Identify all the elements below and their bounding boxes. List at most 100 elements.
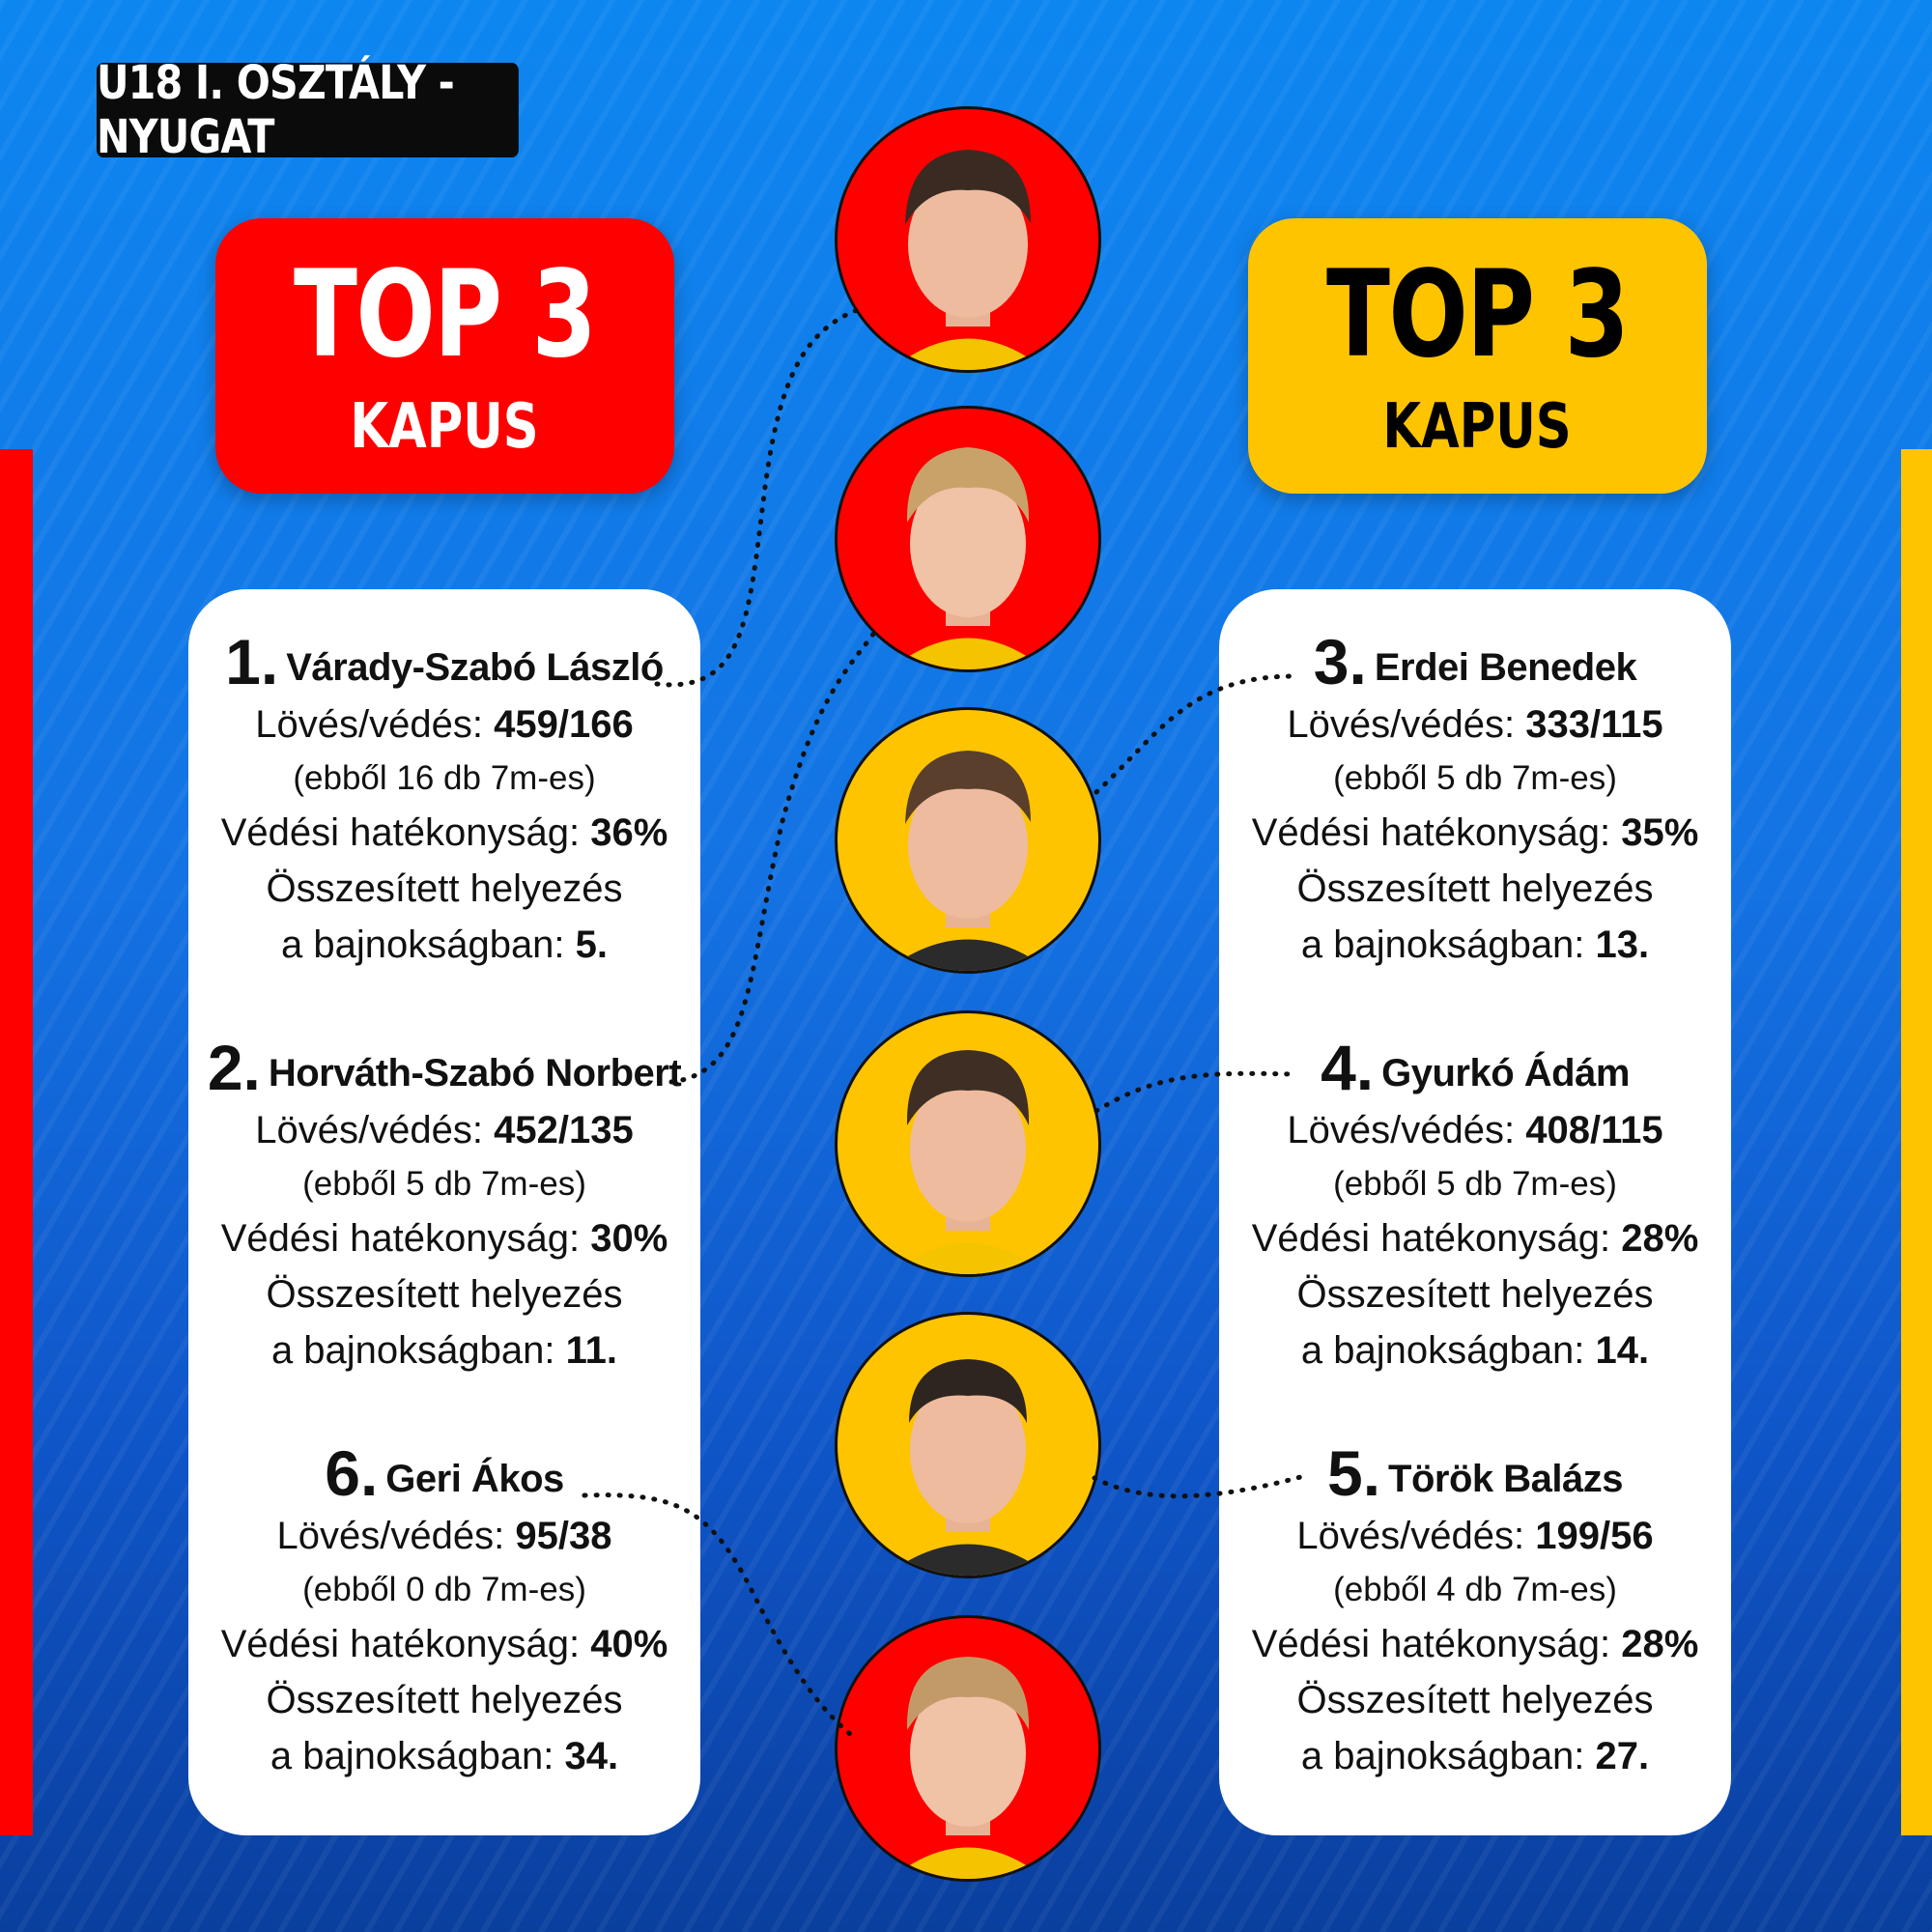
efficiency-label: Védési hatékonyság: [1251,1623,1611,1665]
player-heading: 4. Gyurkó Ádám [1219,1036,1731,1102]
placement-line: a bajnokságban: 5. [188,917,700,973]
shots-label: Lövés/védés: [1287,1109,1516,1151]
top3-subtitle: KAPUS [1382,390,1573,463]
placement-line: a bajnokságban: 34. [188,1728,700,1784]
placement-value: 27. [1595,1735,1650,1777]
shots-saves-line: Lövés/védés: 333/115 [1219,696,1731,753]
player-rank: 3. [1313,626,1367,697]
player-photo-torok [835,1312,1101,1578]
shots-saves-value: 199/56 [1535,1515,1654,1557]
efficiency-value: 28% [1621,1623,1699,1665]
player-heading: 3. Erdei Benedek [1219,630,1731,696]
player-name: Gyurkó Ádám [1381,1052,1630,1094]
player-entry: 1. Várady-Szabó László Lövés/védés: 459/1… [188,630,700,973]
player-name: Török Balázs [1388,1458,1623,1500]
player-rank: 6. [325,1437,379,1509]
shots-saves-line: Lövés/védés: 459/166 [188,696,700,753]
efficiency-label: Védési hatékonyság: [220,811,581,854]
player-entry: 3. Erdei Benedek Lövés/védés: 333/115 (eb… [1219,630,1731,973]
efficiency-line: Védési hatékonyság: 28% [1219,1210,1731,1266]
player-rank: 4. [1321,1032,1375,1103]
efficiency-value: 40% [590,1623,668,1665]
shots-saves-value: 459/166 [494,703,634,746]
league-tag: U18 I. OSZTÁLY - NYUGAT [97,56,519,164]
efficiency-value: 35% [1621,811,1699,854]
efficiency-line: Védési hatékonyság: 28% [1219,1616,1731,1672]
top3-subtitle: KAPUS [350,390,540,463]
placement-line: a bajnokságban: 14. [1219,1322,1731,1378]
efficiency-value: 30% [590,1217,668,1260]
overall-label: Összesített helyezés [1296,1679,1654,1721]
shots-label: Lövés/védés: [276,1515,505,1557]
placement-label: a bajnokságban: [1300,1329,1585,1372]
player-photo-gyurko [835,1010,1101,1277]
shots-saves-value: 333/115 [1525,703,1663,746]
player-entry: 4. Gyurkó Ádám Lövés/védés: 408/115 (ebbő… [1219,1036,1731,1378]
player-heading: 1. Várady-Szabó László [188,630,700,696]
player-photo-geri [835,1615,1101,1882]
efficiency-line: Védési hatékonyság: 40% [188,1616,700,1672]
placement-line: a bajnokságban: 27. [1219,1728,1731,1784]
overall-label: Összesített helyezés [1296,1273,1654,1316]
shots-saves-value: 95/38 [515,1515,612,1557]
top3-box-yellow: TOP 3 KAPUS [1248,218,1707,494]
placement-label: a bajnokságban: [1300,1735,1585,1777]
shots-saves-line: Lövés/védés: 408/115 [1219,1102,1731,1158]
player-heading: 5. Török Balázs [1219,1441,1731,1508]
penalty-note: (ebből 5 db 7m-es) [302,1165,586,1203]
overall-label: Összesített helyezés [1296,867,1654,910]
placement-value: 5. [575,923,609,966]
shots-saves-line: Lövés/védés: 452/135 [188,1102,700,1158]
penalty-note: (ebből 5 db 7m-es) [1333,1165,1617,1203]
placement-label: a bajnokságban: [280,923,565,966]
top3-title: TOP 3 [294,244,597,384]
player-rank: 1. [225,626,279,697]
penalty-note: (ebből 4 db 7m-es) [1333,1571,1617,1608]
shots-label: Lövés/védés: [255,1109,483,1151]
efficiency-value: 36% [590,811,668,854]
player-photo-erdei [835,707,1101,974]
placement-value: 34. [564,1735,619,1777]
player-entry: 2. Horváth-Szabó Norbert Lövés/védés: 452… [188,1036,700,1378]
efficiency-label: Védési hatékonyság: [1251,1217,1611,1260]
player-heading: 6. Geri Ákos [188,1441,700,1508]
player-name: Horváth-Szabó Norbert [268,1052,682,1094]
overall-label: Összesített helyezés [266,1273,623,1316]
efficiency-line: Védési hatékonyság: 36% [188,805,700,861]
placement-value: 14. [1595,1329,1650,1372]
player-name: Erdei Benedek [1374,646,1637,689]
penalty-note: (ebből 0 db 7m-es) [302,1571,586,1608]
player-photo-horvath-szabo [835,406,1101,672]
right-yellow-bar [1901,449,1932,1835]
shots-saves-line: Lövés/védés: 95/38 [188,1508,700,1564]
efficiency-label: Védési hatékonyság: [220,1217,581,1260]
right-stats-panel: 3. Erdei Benedek Lövés/védés: 333/115 (eb… [1219,589,1731,1835]
player-entry: 6. Geri Ákos Lövés/védés: 95/38 (ebből 0 … [188,1441,700,1784]
efficiency-line: Védési hatékonyság: 30% [188,1210,700,1266]
efficiency-label: Védési hatékonyság: [1251,811,1611,854]
placement-line: a bajnokságban: 11. [188,1322,700,1378]
placement-label: a bajnokságban: [270,1329,555,1372]
placement-value: 11. [565,1329,618,1372]
shots-saves-value: 408/115 [1525,1109,1663,1151]
placement-value: 13. [1595,923,1650,966]
player-photo-varady-szabo [835,106,1101,373]
overall-label: Összesített helyezés [266,867,623,910]
player-heading: 2. Horváth-Szabó Norbert [188,1036,700,1102]
shots-label: Lövés/védés: [1296,1515,1525,1557]
placement-label: a bajnokságban: [1300,923,1585,966]
player-name: Geri Ákos [385,1458,564,1500]
penalty-note: (ebből 16 db 7m-es) [293,759,596,797]
efficiency-value: 28% [1621,1217,1699,1260]
shots-label: Lövés/védés: [1287,703,1516,746]
top3-title: TOP 3 [1326,244,1630,384]
penalty-note: (ebből 5 db 7m-es) [1333,759,1617,797]
left-stats-panel: 1. Várady-Szabó László Lövés/védés: 459/1… [188,589,700,1835]
shots-saves-value: 452/135 [494,1109,634,1151]
player-entry: 5. Török Balázs Lövés/védés: 199/56 (ebbő… [1219,1441,1731,1784]
placement-label: a bajnokságban: [270,1735,554,1777]
overall-label: Összesített helyezés [266,1679,623,1721]
player-name: Várady-Szabó László [286,646,664,689]
efficiency-label: Védési hatékonyság: [220,1623,581,1665]
shots-label: Lövés/védés: [255,703,483,746]
